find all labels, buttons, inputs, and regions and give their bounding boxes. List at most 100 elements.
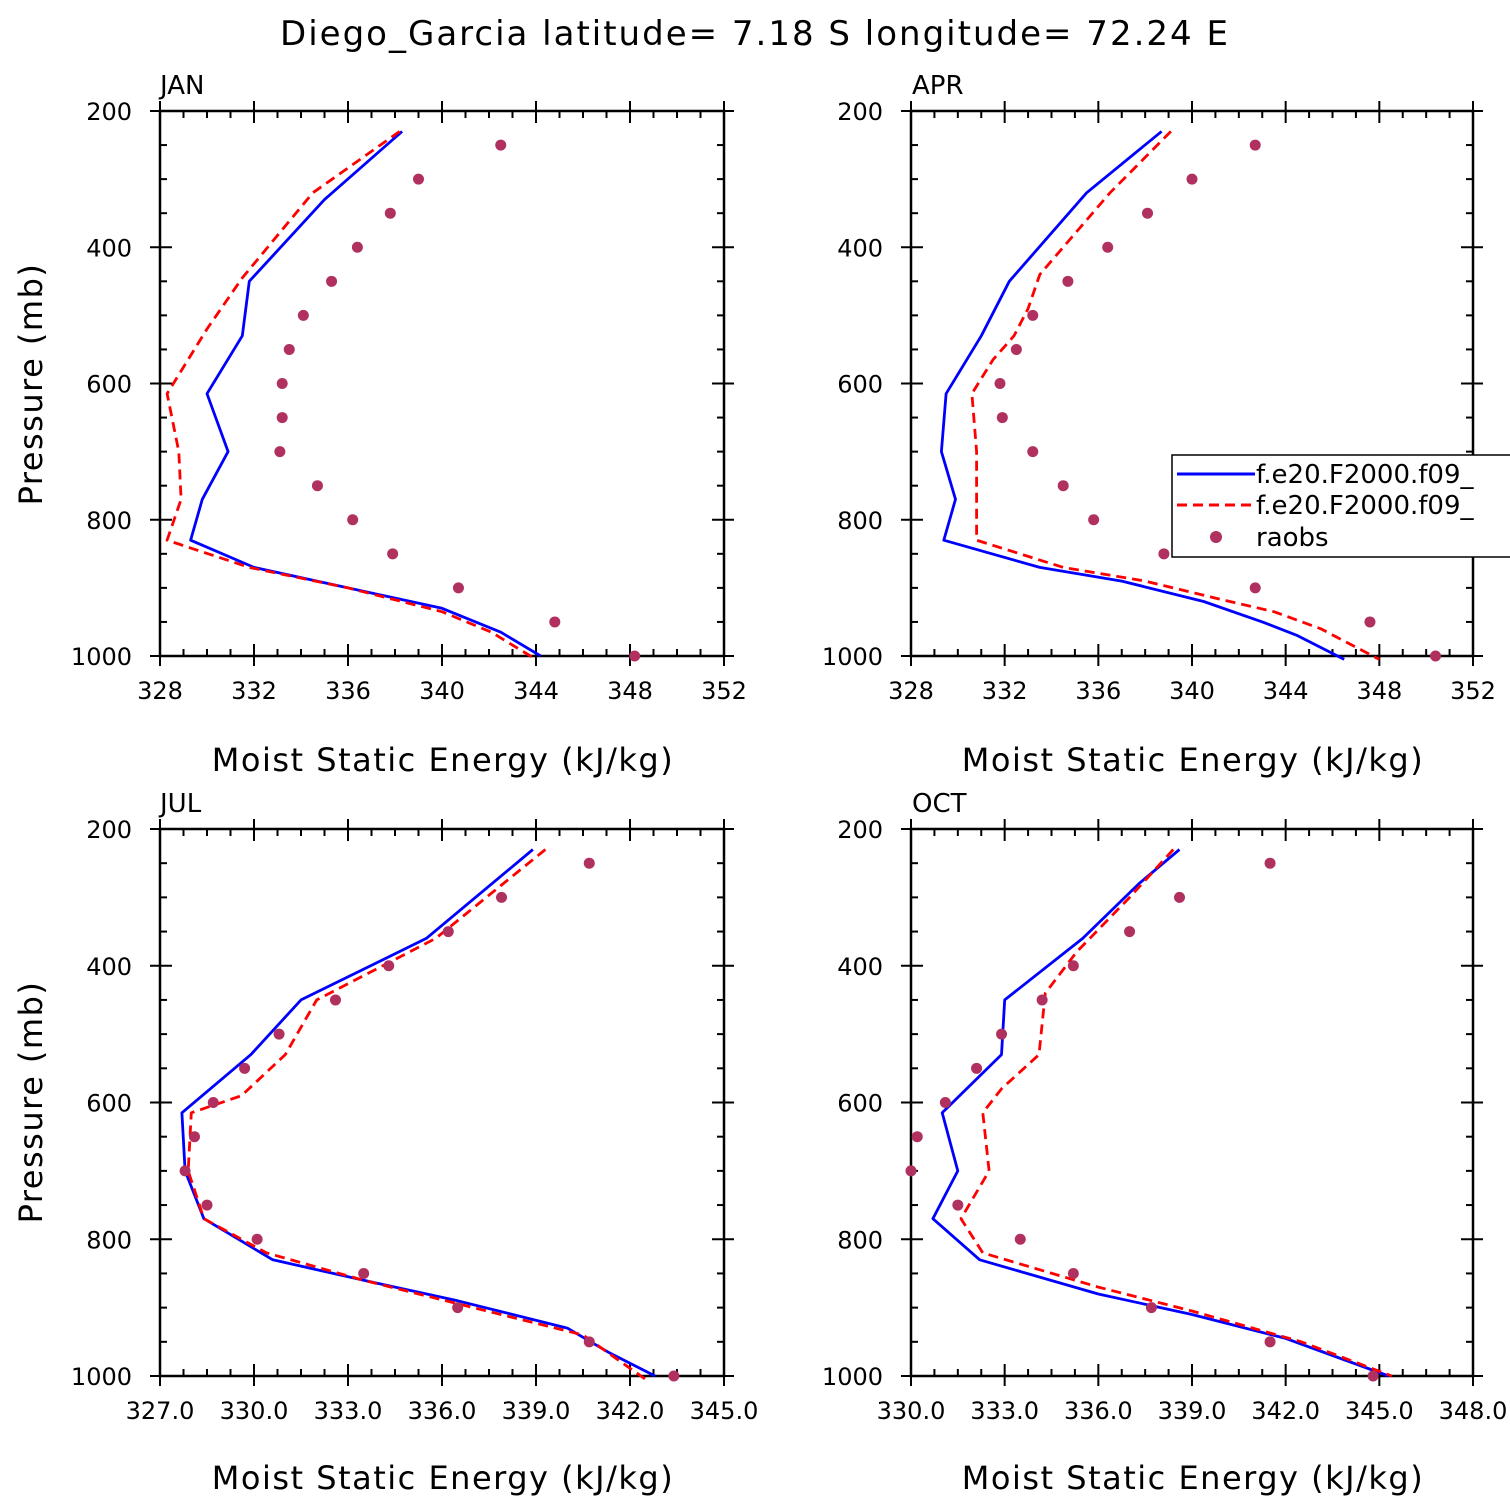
panel-jul: JUL Moist Static Energy (kJ/kg) Pressure…: [12, 789, 758, 1497]
y-tick-label: 800: [86, 507, 132, 535]
series-line-model-1: [940, 130, 1345, 661]
raobs-point: [276, 378, 288, 389]
series-line-model-1: [180, 848, 656, 1378]
x-tick-label: 352: [701, 677, 747, 705]
raobs-point: [1186, 173, 1198, 185]
panel-oct: OCT Moist Static Energy (kJ/kg) 330.0 333…: [822, 789, 1507, 1497]
y-tick-label: 1000: [822, 1363, 883, 1391]
raobs-point: [1067, 960, 1079, 972]
raobs-point: [311, 480, 323, 492]
raobs-point: [1062, 275, 1074, 287]
raobs-point: [994, 378, 1006, 389]
figure-title: Diego_Garcia latitude= 7.18 S longitude=…: [280, 14, 1230, 54]
raobs-point: [1036, 994, 1048, 1006]
raobs-point: [1142, 207, 1154, 219]
raobs-point: [952, 1199, 964, 1211]
x-tick-label: 336.0: [408, 1397, 477, 1425]
y-axis-label: Pressure (mb): [12, 263, 50, 506]
raobs-point: [326, 275, 338, 287]
legend-marker-raobs: [1210, 531, 1222, 543]
raobs-point: [668, 1370, 680, 1382]
raobs-point: [239, 1062, 251, 1074]
raobs-point: [351, 241, 363, 253]
x-axis-label: Moist Static Energy (kJ/kg): [962, 1459, 1424, 1497]
x-tick-label: 340: [1169, 677, 1215, 705]
y-tick-label: 200: [86, 98, 132, 126]
raobs-point: [1102, 241, 1114, 253]
series-line-model-2: [970, 130, 1380, 661]
raobs-point: [1067, 1267, 1079, 1279]
x-tick-label: 328: [137, 677, 183, 705]
raobs-point: [452, 582, 464, 594]
panel-apr: APR Moist Static Energy (kJ/kg) 328 332 33…: [822, 71, 1496, 779]
x-tick-label: 339.0: [502, 1397, 571, 1425]
raobs-point: [549, 616, 561, 628]
y-tick-label: 400: [86, 234, 132, 262]
raobs-point: [1264, 857, 1276, 869]
raobs-point: [274, 446, 286, 458]
raobs-point: [273, 1028, 285, 1040]
raobs-point: [939, 1097, 951, 1108]
x-tick-label: 345.0: [1345, 1397, 1414, 1425]
y-tick-label: 800: [837, 507, 883, 535]
raobs-point: [996, 412, 1008, 424]
raobs-point: [413, 173, 424, 185]
raobs-point: [358, 1267, 370, 1279]
x-tick-label: 332: [231, 677, 277, 705]
series-line-model-2: [165, 130, 537, 661]
x-tick-label: 345.0: [690, 1397, 759, 1425]
raobs-point: [251, 1233, 263, 1245]
y-axis-label: Pressure (mb): [12, 981, 50, 1224]
raobs-point: [387, 548, 399, 560]
x-axis-label: Moist Static Energy (kJ/kg): [962, 741, 1424, 779]
x-tick-label: 344: [1263, 677, 1309, 705]
series-line-model-2: [959, 848, 1393, 1378]
raobs-point: [1145, 1302, 1157, 1314]
raobs-point: [1088, 514, 1100, 526]
x-tick-label: 340: [419, 677, 465, 705]
x-axis-label: Moist Static Energy (kJ/kg): [212, 741, 674, 779]
raobs-point: [283, 343, 295, 355]
plot-frame: [158, 827, 726, 1378]
y-tick-label: 400: [837, 953, 883, 981]
raobs-point: [347, 514, 359, 526]
y-tick-label: 200: [86, 816, 132, 844]
x-tick-label: 333.0: [970, 1397, 1039, 1425]
raobs-point: [1124, 926, 1136, 938]
raobs-point: [188, 1131, 200, 1143]
series-line-model-1: [189, 130, 542, 658]
x-tick-label: 327.0: [126, 1397, 195, 1425]
x-tick-label: 328: [888, 677, 934, 705]
raobs-point: [201, 1199, 213, 1211]
plot-frame: [909, 827, 1475, 1378]
x-tick-label: 336: [1075, 677, 1121, 705]
raobs-point: [1014, 1233, 1026, 1245]
panel-label: APR: [912, 71, 964, 101]
x-tick-label: 336.0: [1064, 1397, 1133, 1425]
x-tick-label: 333.0: [314, 1397, 383, 1425]
raobs-point: [996, 1028, 1008, 1040]
raobs-point: [629, 650, 641, 662]
raobs-point: [1010, 343, 1022, 355]
series-line-model-1: [931, 848, 1390, 1378]
legend-label-model-2: f.e20.F2000.f09_: [1256, 491, 1474, 521]
y-tick-label: 1000: [71, 1363, 132, 1391]
raobs-point: [971, 1062, 983, 1074]
y-tick-label: 800: [837, 1226, 883, 1254]
raobs-point: [1027, 309, 1039, 321]
raobs-point: [1057, 480, 1069, 492]
x-tick-label: 330.0: [220, 1397, 289, 1425]
raobs-point: [495, 139, 507, 151]
y-tick-label: 600: [86, 1090, 132, 1118]
x-axis-label: Moist Static Energy (kJ/kg): [212, 1459, 674, 1497]
y-tick-label: 600: [837, 1090, 883, 1118]
raobs-point: [179, 1165, 191, 1177]
raobs-point: [1174, 891, 1186, 903]
x-tick-label: 348: [607, 677, 653, 705]
y-tick-label: 400: [86, 953, 132, 981]
panel-label: JUL: [158, 789, 202, 819]
raobs-point: [911, 1131, 923, 1143]
raobs-point: [452, 1302, 464, 1314]
y-tick-label: 1000: [822, 643, 883, 671]
